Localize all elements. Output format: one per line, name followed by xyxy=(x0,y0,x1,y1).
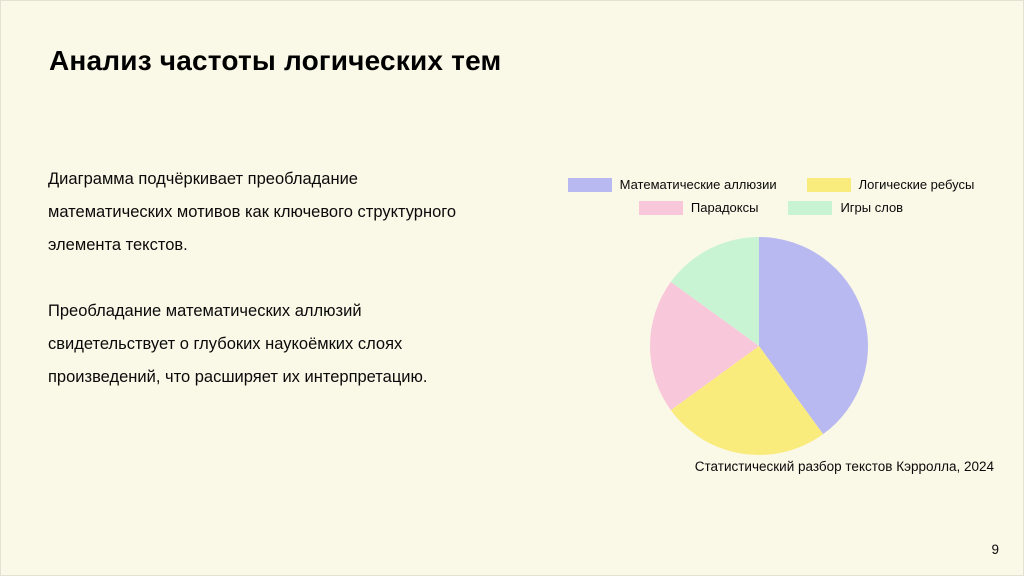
legend-item-paradoxes: Парадоксы xyxy=(638,200,759,215)
pie-slice xyxy=(650,281,759,411)
legend-row-1: Математические аллюзии Логические ребусы xyxy=(541,177,1001,192)
pie-chart xyxy=(650,237,868,455)
chart-legend: Математические аллюзии Логические ребусы… xyxy=(541,177,1001,215)
paragraph-2: Преобладание математических аллюзий свид… xyxy=(48,302,428,386)
page-title: Анализ частоты логических тем xyxy=(49,45,502,76)
pie-slice xyxy=(759,237,868,435)
legend-swatch-icon xyxy=(567,177,612,192)
legend-label: Математические аллюзии xyxy=(619,177,777,192)
legend-item-logic-puzzles: Логические ребусы xyxy=(806,177,975,192)
body-text: Диаграмма подчёркивает преобладание мате… xyxy=(48,163,473,394)
legend-item-wordplay: Игры слов xyxy=(788,200,903,215)
legend-label: Парадоксы xyxy=(690,200,759,215)
pie-slice xyxy=(670,346,824,455)
page-number: 9 xyxy=(991,542,999,557)
legend-row-2: Парадоксы Игры слов xyxy=(541,200,1001,215)
legend-swatch-icon xyxy=(638,200,683,215)
legend-swatch-icon xyxy=(788,200,833,215)
legend-label: Логические ребусы xyxy=(858,177,975,192)
legend-swatch-icon xyxy=(806,177,851,192)
legend-label: Игры слов xyxy=(840,200,904,215)
paragraph-1: Диаграмма подчёркивает преобладание мате… xyxy=(48,170,457,254)
chart-caption: Статистический разбор текстов Кэрролла, … xyxy=(694,459,994,474)
pie-slice xyxy=(670,237,759,346)
legend-item-math-allusions: Математические аллюзии xyxy=(567,177,777,192)
